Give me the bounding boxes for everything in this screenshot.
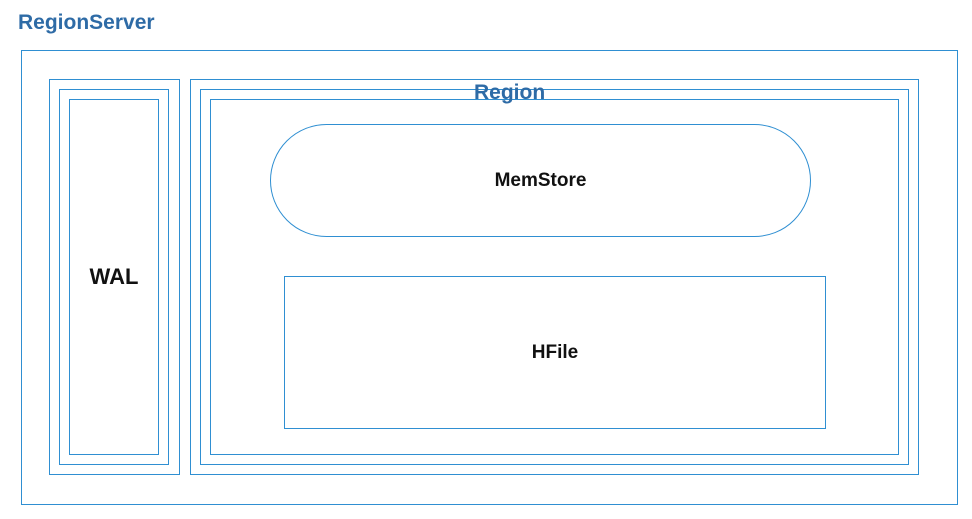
wal-outer-box: [49, 79, 180, 475]
wal-label: WAL: [89, 264, 139, 289]
region-middle-box: [200, 89, 909, 465]
wal-middle-box: [59, 89, 169, 465]
memstore-box: MemStore: [270, 124, 811, 237]
region-inner-box: [210, 99, 899, 455]
hfile-label: HFile: [531, 341, 579, 363]
region-server-title: RegionServer: [18, 11, 155, 34]
wal-inner-box: [69, 99, 159, 455]
memstore-label: MemStore: [494, 169, 587, 191]
region-title: Region: [474, 81, 546, 104]
region-server-box: [21, 50, 958, 505]
hfile-box: HFile: [284, 276, 826, 429]
region-outer-box: [190, 79, 919, 475]
